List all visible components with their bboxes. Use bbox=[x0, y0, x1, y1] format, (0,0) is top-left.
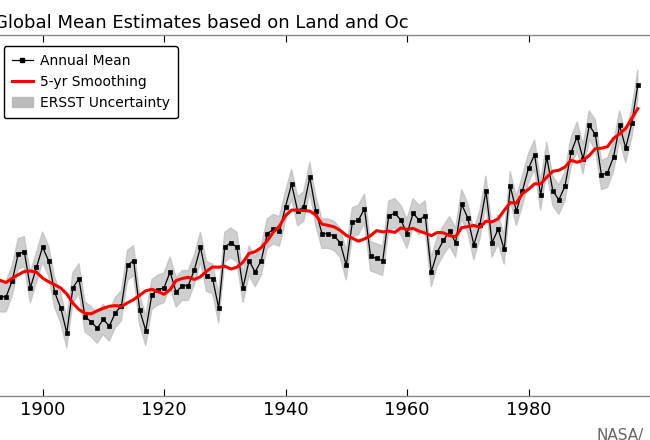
Text: Global Mean Estimates based on Land and Oc: Global Mean Estimates based on Land and … bbox=[0, 14, 408, 32]
Text: NASA/: NASA/ bbox=[596, 429, 644, 440]
Legend: Annual Mean, 5-yr Smoothing, ERSST Uncertainty: Annual Mean, 5-yr Smoothing, ERSST Uncer… bbox=[4, 46, 178, 118]
